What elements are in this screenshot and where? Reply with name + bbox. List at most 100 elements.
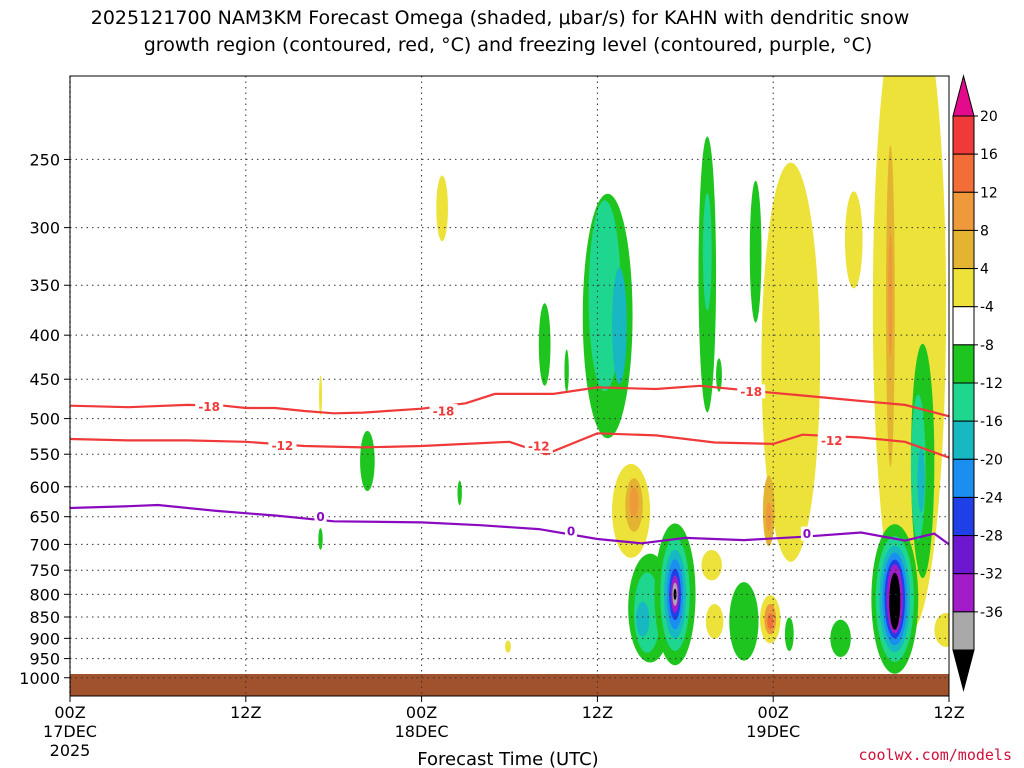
- omega-cell-neg-5: [538, 303, 551, 386]
- y-tick-label-900: 900: [29, 629, 60, 648]
- omega-shading: [318, 76, 949, 674]
- isotherm-label-2-0: 0: [316, 510, 324, 524]
- colorbar-bin-12: [952, 535, 975, 575]
- colorbar-label-0: 20: [980, 109, 998, 125]
- isotherm-label-0-0: -18: [198, 400, 220, 414]
- omega-cell-neg-11: [702, 192, 712, 311]
- isotherm-line-0: [70, 384, 949, 418]
- ground-surface: [70, 673, 949, 696]
- omega-cell-neg-44: [784, 617, 794, 652]
- isotherm-label-bg: [268, 438, 297, 453]
- colorbar-label-8: -16: [980, 414, 1003, 430]
- colorbar-label-7: -12: [980, 376, 1003, 392]
- omega-cell-neg-52: [889, 572, 901, 630]
- colorbar-bin-3: [952, 191, 975, 231]
- omega-cell-pos-56: [924, 76, 936, 121]
- colorbar-bin-11: [952, 496, 975, 537]
- x-tick-date-48: 19DEC: [746, 722, 800, 741]
- omega-cell-neg-43: [729, 582, 759, 661]
- omega-cell-neg-6: [564, 349, 569, 393]
- x-tick-date-24: 18DEC: [395, 722, 449, 741]
- y-tick-label-550: 550: [29, 445, 60, 464]
- colorbar-bin-9: [952, 420, 975, 460]
- x-tick-label-24: 00Z: [406, 703, 437, 722]
- isotherm-label-1-0: -12: [272, 439, 294, 453]
- y-tick-label-950: 950: [29, 650, 60, 669]
- isotherm-label-bg: [565, 523, 578, 538]
- isotherm-contours: -18 -18 -18 -12 -12 -12 0 0 0: [70, 384, 949, 546]
- y-tick-label-250: 250: [29, 150, 60, 169]
- isotherm-label-bg: [737, 384, 766, 399]
- omega-cell-neg-12: [749, 180, 762, 323]
- isotherm-line-2: [70, 503, 949, 546]
- omega-cell-pos-1: [319, 375, 323, 416]
- y-tick-label-650: 650: [29, 508, 60, 527]
- isotherm-label-bg: [800, 526, 813, 541]
- y-tick-label-600: 600: [29, 478, 60, 497]
- x-tick-label-0: 00Z: [54, 703, 85, 722]
- colorbar: 20 16 12 8 4 -4 -8 -12 -16 -20 -24 -28 -32 -36: [952, 74, 1003, 692]
- omega-cell-neg-2: [360, 430, 375, 492]
- omega-cell-neg-3: [318, 528, 323, 550]
- colorbar-bin-6: [952, 306, 975, 346]
- colorbar-label-4: 4: [980, 262, 989, 278]
- y-tick-label-500: 500: [29, 410, 60, 429]
- omega-cell-pos-18: [844, 191, 863, 289]
- isotherm-label-bg: [314, 509, 327, 524]
- y-tick-label-450: 450: [29, 370, 60, 389]
- y-tick-label-800: 800: [29, 585, 60, 604]
- omega-cell-pos-39: [705, 603, 724, 639]
- colorbar-bin-1: [952, 115, 975, 155]
- omega-cell-pos-19: [781, 417, 809, 557]
- isotherm-label-bg: [524, 438, 553, 453]
- colorbar-label-3: 8: [980, 223, 989, 239]
- x-tick-label-12: 12Z: [230, 703, 261, 722]
- omega-cell-pos-54: [505, 640, 511, 653]
- colorbar-bin-13: [952, 573, 975, 613]
- colorbar-bin-5: [952, 268, 975, 308]
- isotherm-label-2-1: 0: [567, 524, 575, 538]
- omega-cell-neg-30: [636, 601, 650, 637]
- isotherm-label-bg: [429, 404, 458, 419]
- y-tick-label-750: 750: [29, 561, 60, 580]
- omega-cell-neg-4: [457, 480, 462, 506]
- colorbar-label-6: -8: [980, 338, 994, 354]
- y-tick-label-700: 700: [29, 535, 60, 554]
- colorbar-label-2: 12: [980, 185, 998, 201]
- colorbar-label-12: -32: [980, 567, 1003, 583]
- plot-frame: [69, 75, 950, 697]
- isotherm-label-1-2: -12: [821, 434, 843, 448]
- omega-cell-neg-24: [917, 448, 925, 513]
- ground-layer: [70, 673, 949, 696]
- omega-cell-pos-27: [629, 487, 639, 517]
- y-tick-label-350: 350: [29, 276, 60, 295]
- y-tick-label-850: 850: [29, 608, 60, 627]
- colorbar-label-13: -36: [980, 605, 1003, 621]
- chart-title-line-2: growth region (contoured, red, °C) and f…: [144, 34, 873, 56]
- omega-cell-pos-55: [701, 550, 722, 581]
- x-tick-label-60: 12Z: [933, 703, 964, 722]
- colorbar-bin-2: [952, 153, 975, 193]
- colorbar-bottom-arrow: [952, 649, 975, 692]
- isotherm-label-0-1: -18: [433, 405, 455, 419]
- chart-title-line-1: 2025121700 NAM3KM Forecast Omega (shaded…: [91, 7, 910, 29]
- colorbar-bin-8: [952, 382, 975, 422]
- y-tick-label-400: 400: [29, 326, 60, 345]
- y-tick-label-300: 300: [29, 219, 60, 238]
- omega-cell-pos-0: [436, 175, 448, 242]
- isotherm-label-0-2: -18: [740, 385, 762, 399]
- colorbar-label-1: 16: [980, 147, 998, 163]
- isotherm-label-bg: [195, 399, 224, 414]
- y-axis: 250 300 350 400 450 500 550 600 650 700 750 800 850 9…: [19, 150, 70, 688]
- x-tick-label-48: 00Z: [758, 703, 789, 722]
- x-axis-title: Forecast Time (UTC): [417, 749, 598, 768]
- omega-cell-neg-9: [612, 267, 627, 384]
- y-tick-label-1000: 1000: [19, 669, 60, 688]
- colorbar-label-11: -28: [980, 529, 1003, 545]
- isotherm-label-1-1: -12: [528, 439, 550, 453]
- omega-cell-pos-42: [767, 613, 774, 630]
- colorbar-bin-7: [952, 344, 975, 384]
